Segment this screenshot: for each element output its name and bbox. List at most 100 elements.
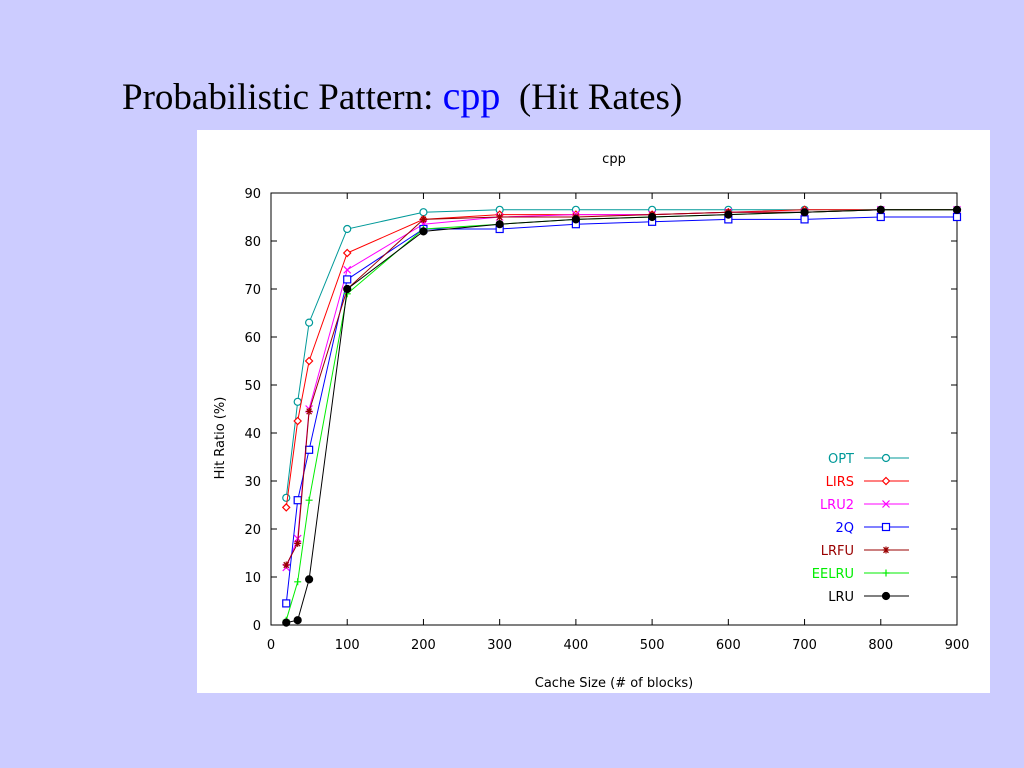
y-tick-label: 0	[253, 619, 261, 634]
chart-panel: cpp Cache Size (# of blocks) Hit Ratio (…	[197, 130, 990, 693]
data-point	[294, 578, 302, 586]
series-line-lru	[286, 209, 957, 624]
series-lru	[282, 205, 962, 627]
data-point	[305, 575, 314, 584]
data-point	[282, 599, 291, 608]
data-point	[282, 493, 291, 502]
x-tick-label: 100	[335, 638, 360, 653]
y-tick-label: 60	[244, 331, 261, 346]
data-point	[305, 318, 314, 327]
data-point	[293, 416, 303, 426]
title-accent: cpp	[442, 73, 501, 118]
y-tick-label: 40	[244, 427, 261, 442]
series-lirs	[281, 205, 962, 512]
series-eelru	[282, 206, 961, 624]
data-point	[876, 212, 885, 222]
legend-label: LIRS	[826, 475, 854, 490]
data-point	[343, 224, 352, 234]
data-point	[419, 227, 428, 236]
data-point	[282, 618, 291, 627]
y-tick-label: 80	[244, 235, 261, 250]
y-tick-label: 50	[244, 379, 261, 394]
y-tick-label: 10	[244, 571, 261, 586]
data-point	[952, 205, 962, 214]
data-point	[304, 356, 314, 366]
data-point	[496, 213, 504, 221]
data-point	[343, 275, 352, 284]
data-point	[305, 445, 314, 454]
data-point	[800, 208, 809, 217]
data-point	[419, 208, 428, 217]
legend-label: EELRU	[812, 567, 854, 582]
legend-item-lru2: LRU2	[820, 498, 909, 513]
legend-item-lrfu: LRFU	[821, 544, 909, 559]
y-tick-label: 20	[244, 523, 261, 538]
data-point	[495, 220, 504, 229]
data-point	[952, 212, 962, 222]
series-line-eelru	[285, 209, 957, 621]
legend-item-eelru: EELRU	[812, 567, 909, 582]
legend-item-2q: 2Q	[835, 521, 909, 536]
data-point	[724, 210, 733, 219]
x-axis-label: Cache Size (# of blocks)	[535, 676, 693, 691]
legend: OPT LIRS LRU2 2Q LRFU EELRU LRU	[812, 452, 909, 605]
y-axis-label: Hit Ratio (%)	[213, 397, 228, 480]
series-layer	[281, 205, 962, 627]
data-point	[881, 522, 891, 532]
data-point	[305, 407, 313, 415]
series-opt	[282, 205, 962, 502]
hit-ratio-chart: cpp Cache Size (# of blocks) Hit Ratio (…	[213, 152, 969, 691]
legend-label: LRU2	[820, 498, 854, 513]
data-point	[281, 503, 291, 512]
chart-title: cpp	[602, 152, 626, 167]
data-point	[881, 453, 891, 463]
title-prefix: Probabilistic Pattern:	[122, 77, 434, 118]
x-tick-label: 500	[640, 638, 665, 653]
y-tick-label: 70	[244, 283, 261, 298]
x-tick-label: 0	[267, 638, 275, 653]
series-line-2q	[285, 216, 957, 604]
data-point	[293, 496, 302, 505]
data-point	[343, 265, 352, 274]
x-tick-label: 400	[563, 638, 588, 653]
plot-frame	[270, 192, 958, 626]
series-line-lirs	[285, 209, 957, 508]
data-point	[305, 496, 313, 504]
slide-title: Probabilistic Pattern: cpp (Hit Rates)	[122, 72, 682, 119]
axis-ticks: 0 100 200 300 400 500 600 700 800 900 0 10 20 30 40 50 6…	[244, 187, 969, 653]
legend-label: LRFU	[821, 544, 854, 559]
data-point	[342, 248, 352, 258]
data-point	[881, 476, 891, 486]
x-tick-label: 600	[716, 638, 741, 653]
legend-item-lirs: LIRS	[826, 475, 909, 490]
data-point	[282, 561, 290, 569]
y-tick-label: 30	[244, 475, 261, 490]
series-line-lrfu	[285, 209, 957, 566]
data-point	[882, 546, 890, 554]
data-point	[293, 397, 302, 406]
series-2q	[282, 212, 962, 608]
series-line-lru2	[285, 209, 957, 568]
data-point	[881, 591, 891, 601]
data-point	[800, 215, 809, 224]
data-point	[343, 284, 352, 294]
legend-item-opt: OPT	[828, 452, 909, 467]
legend-label: LRU	[828, 590, 854, 605]
x-tick-label: 200	[411, 638, 436, 653]
data-point	[882, 569, 890, 577]
data-point	[876, 205, 885, 214]
title-suffix: (Hit Rates)	[518, 77, 683, 118]
data-point	[882, 500, 890, 508]
x-tick-label: 900	[945, 638, 970, 653]
data-point	[571, 215, 580, 224]
x-tick-label: 300	[487, 638, 512, 653]
data-point	[293, 616, 302, 625]
data-point	[648, 212, 657, 222]
data-point	[419, 215, 427, 223]
x-tick-label: 800	[868, 638, 893, 653]
data-point	[294, 539, 302, 547]
legend-item-lru: LRU	[828, 590, 909, 605]
y-tick-label: 90	[244, 187, 261, 202]
x-tick-label: 700	[792, 638, 817, 653]
legend-label: 2Q	[835, 521, 854, 536]
